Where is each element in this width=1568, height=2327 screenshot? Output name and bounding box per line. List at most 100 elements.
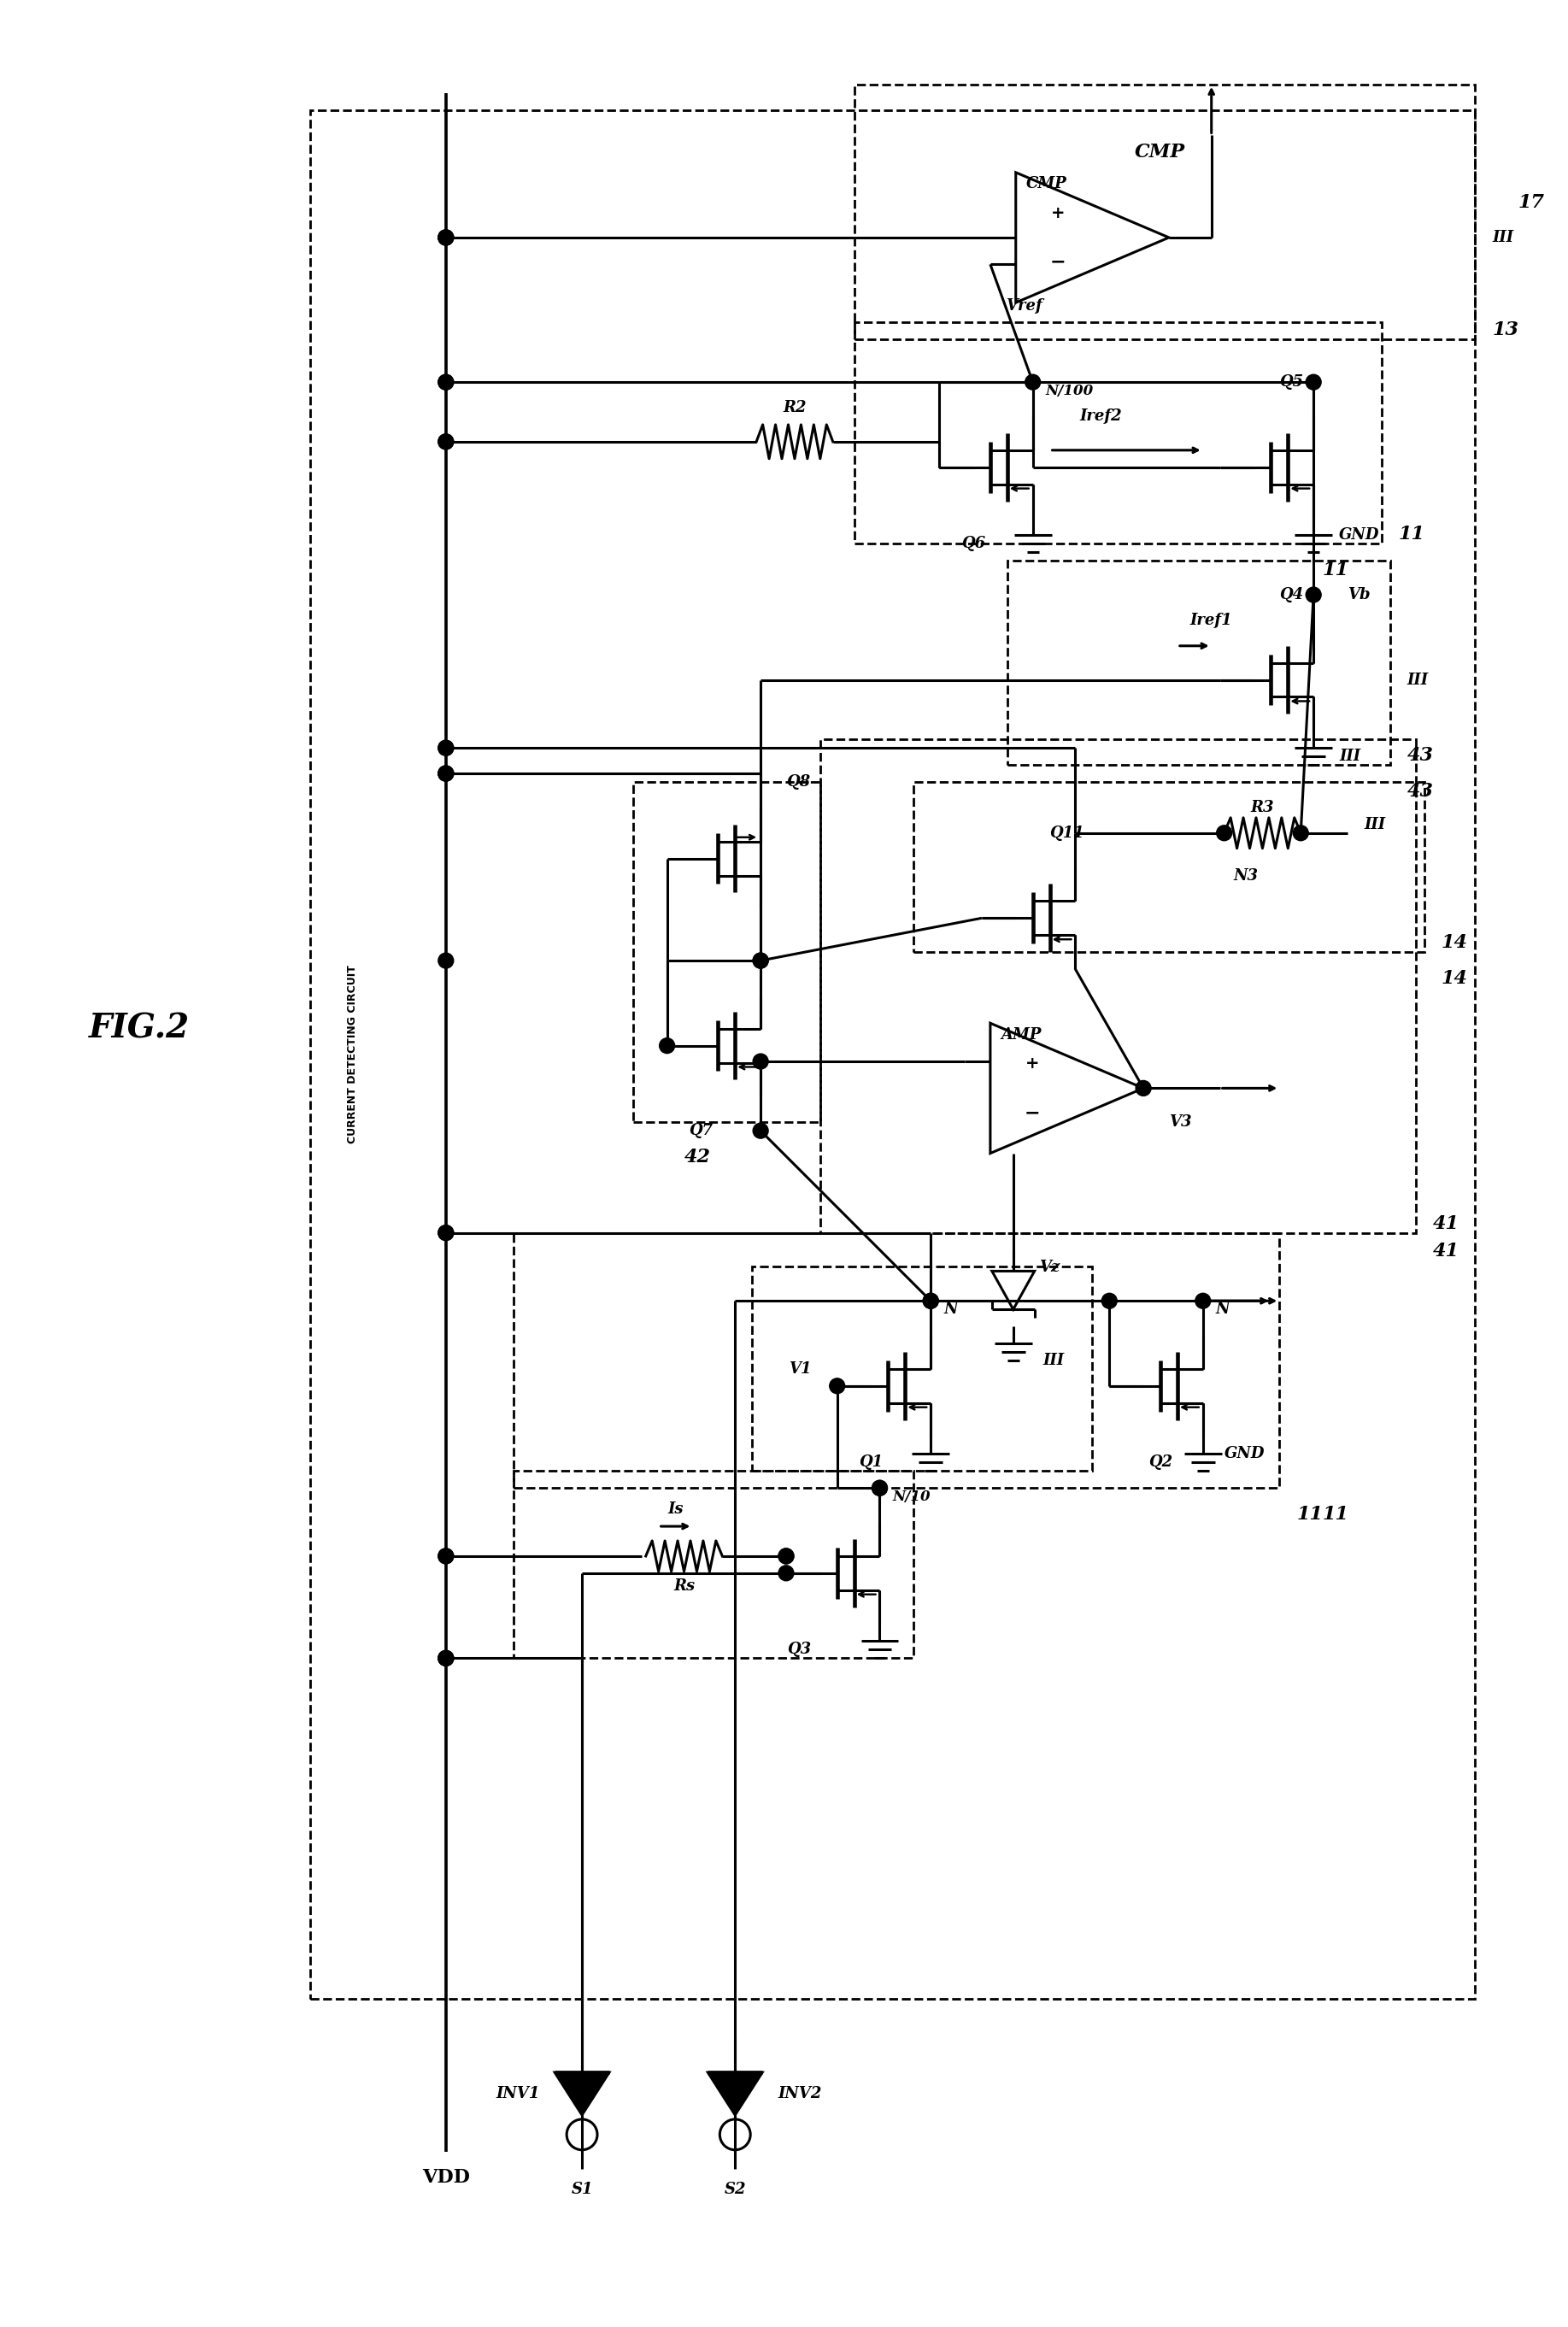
Text: N3: N3: [1232, 868, 1258, 884]
Circle shape: [1294, 826, 1308, 840]
Circle shape: [437, 1226, 453, 1240]
Circle shape: [437, 375, 453, 391]
Text: Iref1: Iref1: [1190, 612, 1232, 628]
Text: III: III: [1493, 230, 1513, 244]
Text: S2: S2: [724, 2180, 746, 2197]
Text: 43: 43: [1406, 782, 1433, 800]
Circle shape: [1306, 375, 1322, 391]
Text: Q2: Q2: [1148, 1454, 1173, 1471]
Polygon shape: [707, 2073, 762, 2115]
Text: 11: 11: [1297, 1506, 1323, 1524]
Bar: [310, 109, 1475, 1999]
Text: Iref2: Iref2: [1080, 410, 1123, 424]
Text: −: −: [1051, 254, 1066, 270]
Circle shape: [1306, 586, 1322, 603]
Text: −: −: [1024, 1105, 1040, 1122]
Circle shape: [437, 766, 453, 782]
Text: CURRENT DETECTING CIRCUIT: CURRENT DETECTING CIRCUIT: [347, 966, 358, 1143]
Text: N: N: [1215, 1301, 1229, 1317]
Text: AMP: AMP: [1000, 1026, 1041, 1042]
Circle shape: [778, 1547, 793, 1564]
Circle shape: [437, 1547, 453, 1564]
Circle shape: [437, 435, 453, 449]
Text: Vz: Vz: [1038, 1259, 1060, 1275]
Text: Q3: Q3: [787, 1643, 811, 1657]
Text: Q8: Q8: [786, 775, 811, 789]
Text: 41: 41: [1433, 1240, 1460, 1261]
Text: III: III: [1339, 749, 1361, 763]
Text: Vb: Vb: [1347, 586, 1370, 603]
Circle shape: [753, 1124, 768, 1138]
Circle shape: [872, 1480, 887, 1496]
Text: INV1: INV1: [495, 2085, 539, 2101]
Text: 41: 41: [1433, 1215, 1460, 1233]
Circle shape: [924, 1294, 938, 1308]
Circle shape: [778, 1547, 793, 1564]
Text: Q4: Q4: [1279, 586, 1303, 603]
Text: N: N: [944, 1301, 958, 1317]
Text: 43: 43: [1406, 747, 1433, 766]
Circle shape: [1217, 826, 1232, 840]
Circle shape: [1102, 1294, 1116, 1308]
Circle shape: [1135, 1080, 1151, 1096]
Bar: [855, 323, 1381, 545]
Circle shape: [437, 740, 453, 756]
Bar: [514, 1471, 914, 1659]
Text: S1: S1: [571, 2180, 593, 2197]
Circle shape: [437, 954, 453, 968]
Text: CMP: CMP: [1135, 142, 1185, 163]
Text: INV2: INV2: [778, 2085, 822, 2101]
Bar: [855, 84, 1475, 340]
Text: III: III: [1406, 673, 1428, 686]
Text: III: III: [1364, 817, 1386, 833]
Text: N/100: N/100: [1046, 384, 1093, 398]
Text: Is: Is: [668, 1501, 684, 1517]
Circle shape: [437, 230, 453, 244]
Text: N/10: N/10: [892, 1489, 930, 1503]
Text: Q1: Q1: [859, 1454, 883, 1471]
Text: III: III: [1043, 1352, 1065, 1368]
Circle shape: [437, 1650, 453, 1666]
Bar: [820, 740, 1416, 1233]
Text: GND: GND: [1225, 1447, 1265, 1461]
Circle shape: [1195, 1294, 1210, 1308]
Text: +: +: [1051, 205, 1065, 221]
Bar: [1007, 561, 1391, 766]
Text: Q7: Q7: [688, 1124, 713, 1138]
Text: 14: 14: [1441, 933, 1468, 952]
Circle shape: [660, 1038, 674, 1054]
Circle shape: [437, 435, 453, 449]
Text: 17: 17: [1518, 193, 1544, 212]
Circle shape: [1025, 375, 1041, 391]
Text: 11: 11: [1322, 561, 1348, 579]
Text: Vref: Vref: [1007, 298, 1043, 314]
Text: Q5: Q5: [1279, 375, 1303, 391]
Circle shape: [829, 1378, 845, 1394]
Polygon shape: [555, 2073, 610, 2115]
Bar: [514, 1233, 1279, 1487]
Text: GND: GND: [1339, 528, 1380, 542]
Bar: [633, 782, 820, 1122]
Text: 11: 11: [1399, 526, 1425, 545]
Circle shape: [437, 1650, 453, 1666]
Text: V3: V3: [1168, 1115, 1192, 1131]
Text: V1: V1: [789, 1361, 812, 1378]
Text: 42: 42: [684, 1147, 710, 1166]
Bar: [914, 782, 1424, 952]
Circle shape: [924, 1294, 938, 1308]
Circle shape: [778, 1566, 793, 1580]
Circle shape: [437, 766, 453, 782]
Circle shape: [753, 954, 768, 968]
Text: 11: 11: [1322, 1506, 1348, 1524]
Text: Q11: Q11: [1051, 826, 1085, 840]
Circle shape: [437, 375, 453, 391]
Text: +: +: [1025, 1056, 1040, 1073]
Circle shape: [437, 1547, 453, 1564]
Text: R2: R2: [782, 400, 806, 414]
Circle shape: [437, 740, 453, 756]
Circle shape: [437, 1226, 453, 1240]
Circle shape: [753, 1054, 768, 1068]
Circle shape: [753, 954, 768, 968]
Text: VDD: VDD: [422, 2169, 470, 2187]
Circle shape: [872, 1480, 887, 1496]
